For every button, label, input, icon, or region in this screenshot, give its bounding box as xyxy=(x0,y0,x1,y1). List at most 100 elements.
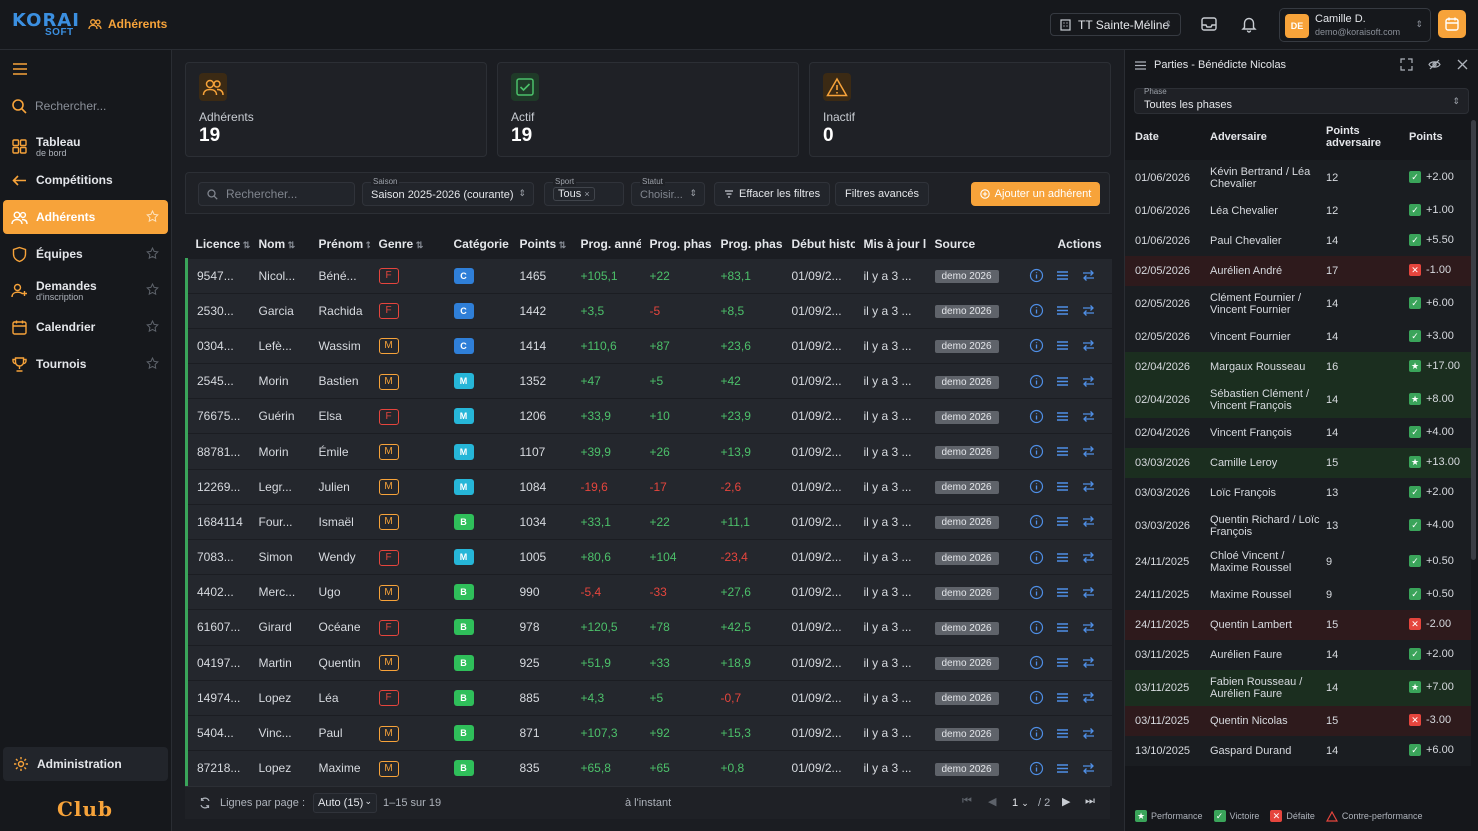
clear-filters-button[interactable]: Effacer les filtres xyxy=(714,182,831,206)
sidebar-item-demandes[interactable]: Demandes d'inscription xyxy=(3,273,168,307)
list-icon[interactable] xyxy=(1055,444,1070,459)
column-header[interactable]: Actions xyxy=(1020,230,1112,258)
list-icon[interactable] xyxy=(1055,268,1070,283)
star-icon[interactable] xyxy=(146,210,159,223)
info-icon[interactable] xyxy=(1029,550,1044,565)
list-icon[interactable] xyxy=(1055,409,1070,424)
add-member-button[interactable]: Ajouter un adhérent xyxy=(971,182,1100,206)
korai-logo[interactable]: KORAI SOFT xyxy=(12,8,79,40)
sidebar-item-calendrier[interactable]: Calendrier xyxy=(3,310,168,344)
club-selector[interactable]: TT Sainte-Méline ⇕ xyxy=(1050,13,1181,36)
transfer-icon[interactable] xyxy=(1081,690,1096,705)
list-icon[interactable] xyxy=(1055,338,1070,353)
sidebar-item-equipes[interactable]: Équipes xyxy=(3,237,168,271)
game-row[interactable]: 01/06/2026 Kévin Bertrand / Léa Chevalier… xyxy=(1125,160,1471,196)
info-icon[interactable] xyxy=(1029,374,1044,389)
rows-per-page-select[interactable]: Auto (15) ⌄ xyxy=(313,793,377,813)
prev-page-icon[interactable]: ◀ xyxy=(988,796,997,808)
table-row[interactable]: 04197... Martin Quentin M B 925 +51,9 +33 +18,9 0… xyxy=(185,645,1112,681)
info-icon[interactable] xyxy=(1029,726,1044,741)
star-icon[interactable] xyxy=(146,247,159,260)
game-row[interactable]: 02/05/2026 Clément Fournier / Vincent Fou… xyxy=(1125,286,1471,322)
game-row[interactable]: 24/11/2025 Maxime Roussel 9 ✓ +0.50 xyxy=(1125,580,1471,610)
last-page-icon[interactable]: ⏭ xyxy=(1085,795,1095,807)
expand-icon[interactable] xyxy=(1400,58,1413,71)
transfer-icon[interactable] xyxy=(1081,655,1096,670)
column-header[interactable]: Catégorie xyxy=(445,230,511,258)
table-row[interactable]: 9547... Nicol... Béné... F C 1465 +105,1 +22 +83… xyxy=(185,258,1112,294)
refresh-icon[interactable] xyxy=(199,797,211,809)
table-row[interactable]: 5404... Vinc... Paul M B 871 +107,3 +92 +15,3 01/… xyxy=(185,715,1112,751)
game-row[interactable]: 02/05/2026 Aurélien André 17 ✕ -1.00 xyxy=(1125,256,1471,286)
game-row[interactable]: 01/06/2026 Paul Chevalier 14 ✓ +5.50 xyxy=(1125,226,1471,256)
game-row[interactable]: 02/04/2026 Sébastien Clément / Vincent Fr… xyxy=(1125,382,1471,418)
transfer-icon[interactable] xyxy=(1081,409,1096,424)
close-icon[interactable] xyxy=(1456,58,1469,71)
info-icon[interactable] xyxy=(1029,761,1044,776)
next-page-icon[interactable]: ▶ xyxy=(1062,796,1071,808)
column-header[interactable]: Points ⇅ xyxy=(511,230,572,258)
table-row[interactable]: 87218... Lopez Maxime M B 835 +65,8 +65 +0,8 01/0… xyxy=(185,750,1112,786)
info-icon[interactable] xyxy=(1029,479,1044,494)
column-header[interactable]: Début histo xyxy=(783,230,855,258)
first-page-icon[interactable]: ⏮ xyxy=(962,795,972,807)
close-icon[interactable]: × xyxy=(584,189,590,199)
game-row[interactable]: 02/04/2026 Vincent François 14 ✓ +4.00 xyxy=(1125,418,1471,448)
status-select[interactable]: Statut Choisir... ⇕ xyxy=(631,177,705,206)
transfer-icon[interactable] xyxy=(1081,550,1096,565)
user-menu[interactable]: DE Camille D. demo@koraisoft.com ⇕ xyxy=(1279,8,1431,42)
sidebar-item-tournois[interactable]: Tournois xyxy=(3,347,168,381)
list-icon[interactable] xyxy=(1055,479,1070,494)
star-icon[interactable] xyxy=(146,320,159,333)
game-row[interactable]: 03/11/2025 Aurélien Faure 14 ✓ +2.00 xyxy=(1125,640,1471,670)
sort-icon[interactable]: ⇅ xyxy=(365,239,370,250)
list-icon[interactable] xyxy=(1055,374,1070,389)
game-row[interactable]: 24/11/2025 Chloé Vincent / Maxime Roussel… xyxy=(1125,544,1471,580)
sidebar-search[interactable]: Rechercher... xyxy=(11,98,106,114)
table-row[interactable]: 88781... Morin Émile M M 1107 +39,9 +26 +13,9 01/… xyxy=(185,433,1112,470)
season-select[interactable]: Saison Saison 2025-2026 (courante) ⇕ xyxy=(362,177,534,206)
sidebar-item-dashboard[interactable]: Tableau de bord xyxy=(3,129,168,163)
info-icon[interactable] xyxy=(1029,585,1044,600)
star-icon[interactable] xyxy=(146,357,159,370)
column-header[interactable]: Prog. phase xyxy=(641,230,712,258)
info-icon[interactable] xyxy=(1029,444,1044,459)
game-row[interactable]: 03/03/2026 Camille Leroy 15 ★ +13.00 xyxy=(1125,448,1471,478)
game-row[interactable]: 03/03/2026 Loïc François 13 ✓ +2.00 xyxy=(1125,478,1471,508)
column-header[interactable]: Genre ⇅ xyxy=(370,230,445,258)
col-date[interactable]: Date xyxy=(1135,131,1159,143)
list-icon[interactable] xyxy=(1055,303,1070,318)
table-row[interactable]: 2545... Morin Bastien M M 1352 +47 +5 +42 01/09/2… xyxy=(185,363,1112,399)
inbox-icon[interactable] xyxy=(1200,15,1218,33)
list-icon[interactable] xyxy=(1055,620,1070,635)
page-select[interactable]: 1 ⌄ xyxy=(1008,794,1036,813)
advanced-filters-button[interactable]: Filtres avancés xyxy=(835,182,929,206)
sort-icon[interactable]: ⇅ xyxy=(285,239,296,250)
game-row[interactable]: 03/03/2026 Quentin Richard / Loïc Françoi… xyxy=(1125,508,1471,544)
sidebar-item-administration[interactable]: Administration xyxy=(3,747,168,781)
game-row[interactable]: 03/11/2025 Quentin Nicolas 15 ✕ -3.00 xyxy=(1125,706,1471,736)
info-icon[interactable] xyxy=(1029,690,1044,705)
game-row[interactable]: 24/11/2025 Quentin Lambert 15 ✕ -2.00 xyxy=(1125,610,1471,640)
table-row[interactable]: 7083... Simon Wendy F M 1005 +80,6 +104 -23,4 01/… xyxy=(185,539,1112,575)
eye-off-icon[interactable] xyxy=(1428,58,1441,71)
table-row[interactable]: 14974... Lopez Léa F B 885 +4,3 +5 -0,7 01/09/2..… xyxy=(185,680,1112,716)
column-header[interactable]: Nom ⇅ xyxy=(250,230,310,258)
col-opponent[interactable]: Adversaire xyxy=(1210,131,1267,143)
table-row[interactable]: 0304... Lefè... Wassim M C 1414 +110,6 +87 +23,6… xyxy=(185,328,1112,364)
column-header[interactable]: Prog. année xyxy=(572,230,641,258)
list-icon[interactable] xyxy=(1055,690,1070,705)
game-row[interactable]: 13/10/2025 Gaspard Durand 14 ✓ +6.00 xyxy=(1125,736,1471,766)
column-header[interactable]: Prénom ⇅ xyxy=(310,230,370,258)
sidebar-item-adherents[interactable]: Adhérents xyxy=(3,200,168,234)
sort-icon[interactable]: ⇅ xyxy=(413,239,424,250)
list-icon[interactable] xyxy=(1055,726,1070,741)
bell-icon[interactable] xyxy=(1240,15,1258,33)
game-row[interactable]: 01/06/2026 Léa Chevalier 12 ✓ +1.00 xyxy=(1125,196,1471,226)
breadcrumb[interactable]: Adhérents xyxy=(88,17,167,31)
sort-icon[interactable]: ⇅ xyxy=(240,239,250,250)
list-icon[interactable] xyxy=(1055,761,1070,776)
table-row[interactable]: 1684114 Four... Ismaël M B 1034 +33,1 +22 +11,1 0… xyxy=(185,504,1112,540)
info-icon[interactable] xyxy=(1029,409,1044,424)
game-row[interactable]: 02/05/2026 Vincent Fournier 14 ✓ +3.00 xyxy=(1125,322,1471,352)
